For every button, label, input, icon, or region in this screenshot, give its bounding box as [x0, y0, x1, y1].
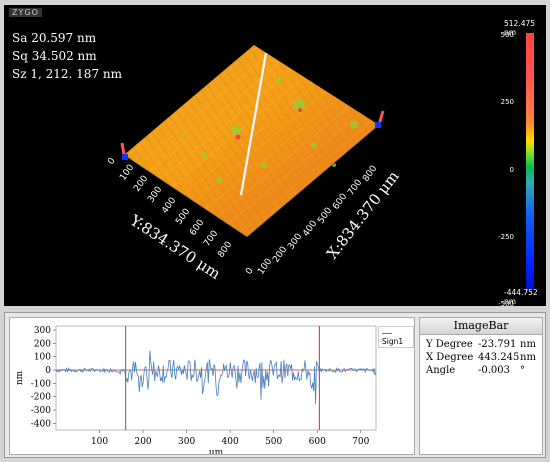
colorbar-tick: 250 [500, 98, 514, 107]
y-tick: 100 [118, 163, 136, 183]
y-tick-label: -400 [31, 419, 51, 429]
colorbar-tick: -250 [498, 232, 514, 241]
y-tick-label: 100 [34, 353, 51, 363]
colorbar-max-label: 512.475 nm [504, 19, 536, 37]
imagebar-panel: ImageBar Y Degree -23.791 nm X Degree 443.2… [419, 317, 543, 455]
x-tick-label: 500 [265, 437, 282, 447]
stat-sq: Sq 34.502 nm [12, 49, 97, 63]
colorbar-tick: -500 [498, 299, 514, 306]
x-tick: 800 [361, 164, 379, 184]
plot-area [55, 325, 377, 431]
x-tick-label: 300 [178, 437, 195, 447]
x-tick-label: 400 [222, 437, 239, 447]
y-tick: 800 [216, 240, 234, 260]
x-tick: 700 [346, 178, 364, 198]
profile-plot[interactable]: 300 200 100 0 -100 -200 -300 -400 100 200 300 400 50… [9, 317, 415, 458]
roughness-stats: Sa 20.597 nm Sq 34.502 nm Sz 1, 212. 187… [12, 29, 122, 83]
x-tick: 200 [271, 245, 289, 265]
y-tick: 0 [106, 156, 118, 167]
x-tick: 600 [331, 192, 349, 212]
y-axis-title: nm [15, 370, 25, 385]
chart-legend: Sign1 [378, 326, 414, 348]
y-tick: 300 [146, 185, 164, 205]
y-tick: 400 [160, 196, 178, 216]
colorbar-tick: 500 [500, 31, 514, 40]
colorbar-tick: 0 [509, 165, 514, 174]
x-tick: 400 [301, 219, 319, 239]
stat-sz: Sz 1, 212. 187 nm [12, 67, 122, 81]
legend-swatch [382, 332, 392, 334]
imagebar-row-y-degree: Y Degree -23.791 nm [426, 339, 536, 350]
surface-3d-render: 0 100 200 300 400 500 600 700 800 0 100 … [106, 45, 403, 283]
colorbar-min-label: -444.752 nm [504, 288, 538, 306]
y-tick: 500 [174, 207, 192, 227]
x-axis-label: X:834.370 μm [323, 167, 403, 262]
x-tick-label: 200 [134, 437, 151, 447]
y-tick-label: -100 [31, 379, 51, 389]
imagebar-title: ImageBar [420, 318, 542, 335]
profile-series-line [55, 350, 377, 405]
brand-logo: ZYGO [9, 8, 42, 17]
y-tick-label: 200 [34, 339, 51, 349]
x-tick-label: 700 [352, 437, 369, 447]
imagebar-row-x-degree: X Degree 443.245nm [426, 352, 536, 363]
x-axis-title: μm [209, 448, 224, 454]
imagebar-row-angle: Angle -0.003 ° [426, 365, 525, 376]
3d-surface-viewport[interactable]: ZYGO Sa 20.597 nm Sq 34.502 nm Sz 1, 212… [4, 5, 546, 306]
y-tick-label: 0 [45, 366, 51, 376]
profile-chart: 300 200 100 0 -100 -200 -300 -400 100 200 300 400 50… [15, 325, 377, 458]
profile-panel: 300 200 100 0 -100 -200 -300 -400 100 200 300 400 50… [4, 312, 546, 458]
profile-cut-line [239, 52, 268, 196]
legend-label: Sign1 [382, 337, 404, 346]
x-tick: 500 [316, 206, 334, 226]
y-tick: 200 [132, 174, 150, 194]
x-tick-label: 600 [309, 437, 326, 447]
y-tick-label: -300 [31, 406, 51, 416]
y-tick-label: -200 [31, 393, 51, 403]
x-tick-label: 100 [91, 437, 108, 447]
y-tick: 600 [188, 218, 206, 238]
stat-sa: Sa 20.597 nm [12, 31, 97, 45]
x-tick: 0 [244, 266, 256, 277]
y-tick: 700 [202, 229, 220, 249]
y-tick-label: 300 [34, 326, 51, 336]
surface-features [182, 77, 358, 183]
colorbar [526, 33, 534, 290]
x-tick: 300 [286, 232, 304, 252]
